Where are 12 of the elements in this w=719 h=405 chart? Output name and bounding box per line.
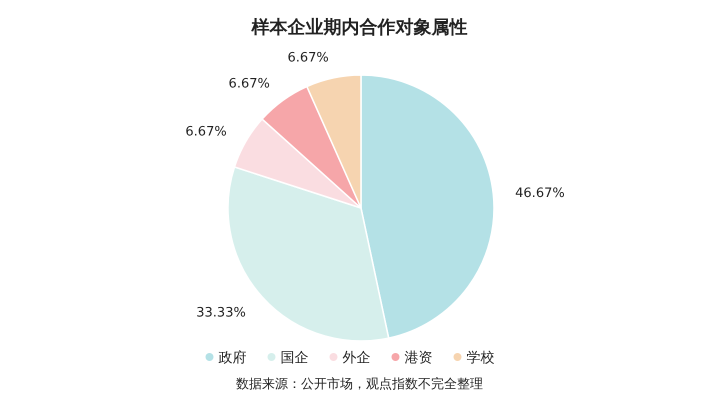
legend-label: 学校 [466, 350, 494, 366]
source-note: 数据来源：公开市场，观点指数不完全整理 [236, 376, 483, 392]
data-label: 6.67% [287, 50, 329, 66]
legend-label: 国企 [280, 350, 308, 366]
data-label: 33.33% [196, 306, 246, 321]
data-label: 6.67% [185, 124, 227, 140]
legend-label: 政府 [218, 350, 246, 366]
chart-title: 样本企业期内合作对象属性 [250, 17, 468, 38]
data-label: 6.67% [228, 76, 270, 92]
legend-label: 港资 [404, 350, 432, 366]
data-label: 46.67% [515, 186, 565, 201]
legend-label: 外企 [342, 350, 370, 366]
